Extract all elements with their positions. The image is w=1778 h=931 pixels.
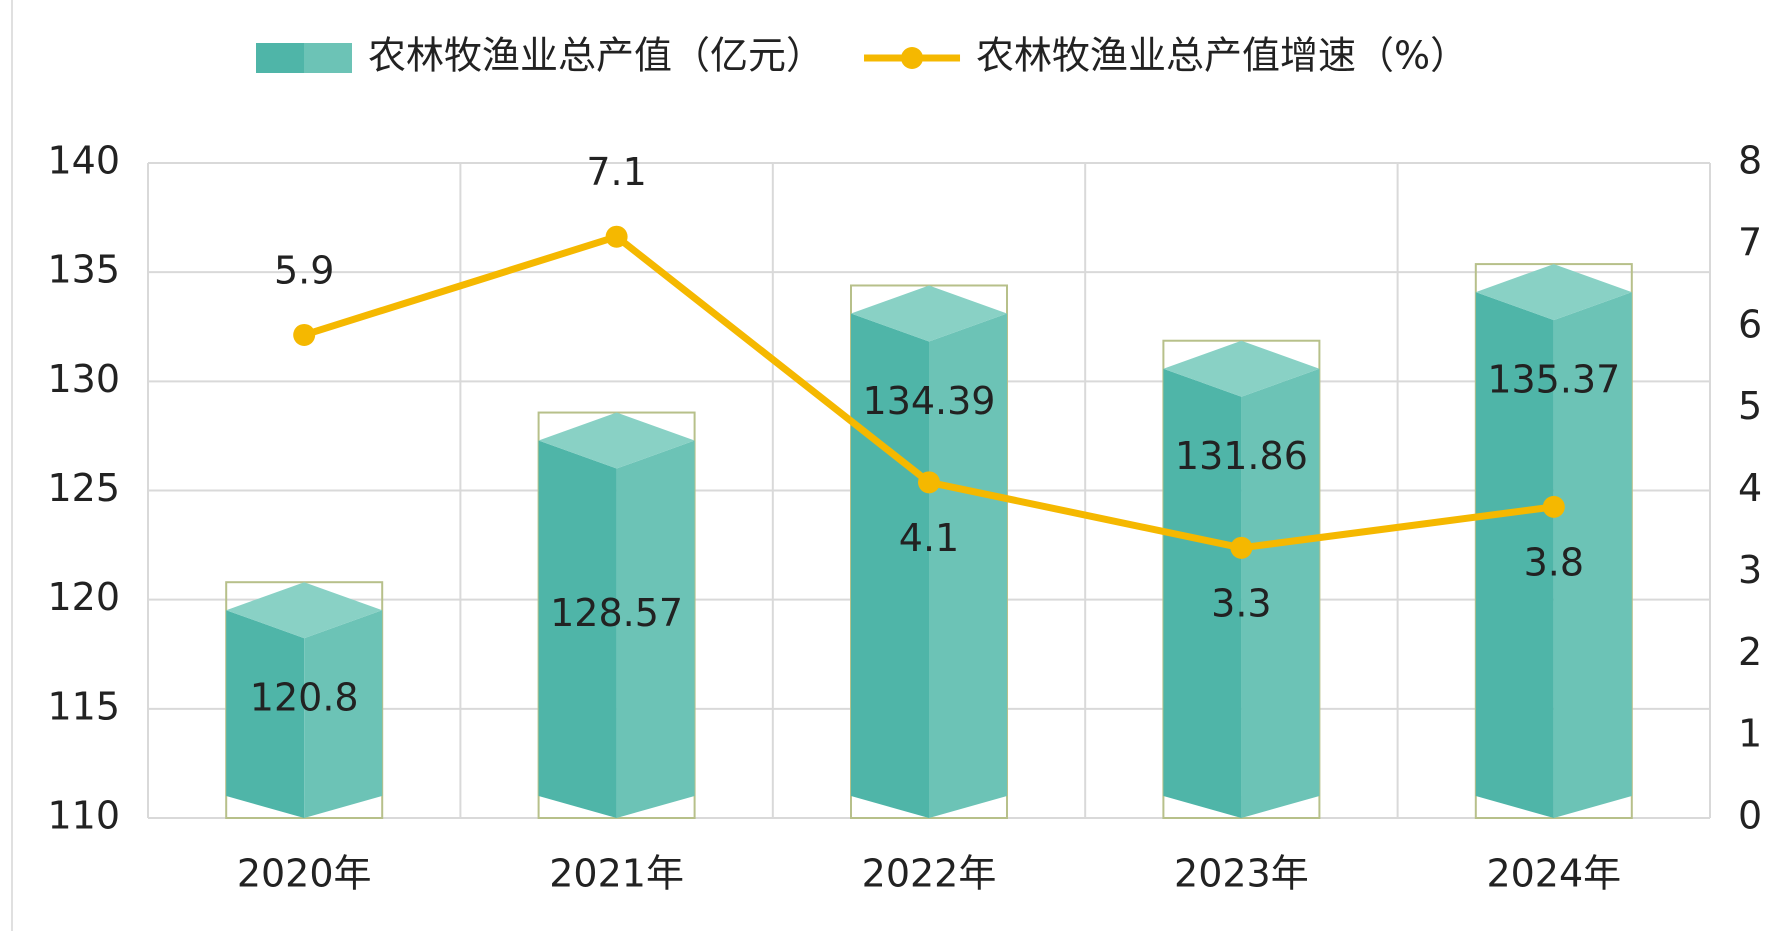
bar-left-face [1475,292,1554,818]
x-tick-label: 2020年 [237,852,372,896]
bar [537,411,696,819]
y2-tick-label: 4 [1738,466,1762,510]
legend-item: 农林牧渔业总产值（亿元） [256,34,824,78]
bar-right-face [304,610,383,818]
bar [225,581,384,820]
y-tick-label: 115 [47,684,120,728]
line-point [1230,536,1253,559]
legend-label: 农林牧渔业总产值增速（%） [976,34,1468,78]
y2-tick-label: 2 [1738,630,1762,674]
legend-item: 农林牧渔业总产值增速（%） [864,34,1468,78]
bar-right-face [1553,292,1632,818]
x-tick-label: 2024年 [1486,852,1621,896]
y2-tick-label: 0 [1738,794,1762,838]
legend-marker [901,47,924,69]
line-point [918,471,940,494]
bar-top-face [538,412,695,469]
y2-tick-label: 7 [1738,220,1762,264]
bar-right-face [1241,368,1320,818]
y-tick-label: 140 [47,139,120,183]
legend-swatch-light [304,43,352,73]
y-tick-label: 135 [47,248,120,292]
bar-left-face [538,440,617,818]
x-tick-label: 2022年 [862,852,997,896]
bar-value-label: 131.86 [1175,434,1308,478]
bar-value-label: 120.8 [250,676,359,720]
y2-tick-label: 8 [1738,139,1762,183]
bar-top-face [1163,340,1320,397]
bar-right-face [929,313,1007,818]
y2-tick-label: 3 [1738,548,1762,592]
bar [1474,263,1633,820]
line-value-label: 5.9 [274,248,334,292]
bar-left-face [1163,368,1242,818]
x-tick-label: 2021年 [549,852,684,896]
legend-label: 农林牧渔业总产值（亿元） [368,34,824,78]
bar-top-face [1475,264,1632,321]
line-value-label: 3.8 [1524,540,1584,584]
bar-top-face [226,582,383,639]
x-tick-label: 2023年 [1174,852,1309,896]
line-point [293,323,316,346]
bar-left-face [226,610,305,818]
y-tick-label: 120 [47,575,120,619]
y-tick-label: 125 [47,466,120,510]
line-value-label: 4.1 [899,516,959,560]
line-value-label: 7.1 [586,150,646,194]
bar [1162,339,1321,819]
y-tick-label: 110 [47,794,120,838]
bar-value-label: 135.37 [1487,358,1620,402]
line-value-label: 3.3 [1211,581,1271,625]
y2-tick-label: 6 [1738,302,1762,346]
y2-tick-label: 5 [1738,384,1762,428]
line-point [605,225,628,248]
bar-value-label: 134.39 [863,379,996,423]
bar-value-label: 128.57 [550,591,683,635]
y2-tick-label: 1 [1738,712,1762,756]
line-point [1542,495,1565,518]
y-tick-label: 130 [47,357,120,401]
bar-top-face [851,285,1007,342]
bar-right-face [616,440,695,818]
